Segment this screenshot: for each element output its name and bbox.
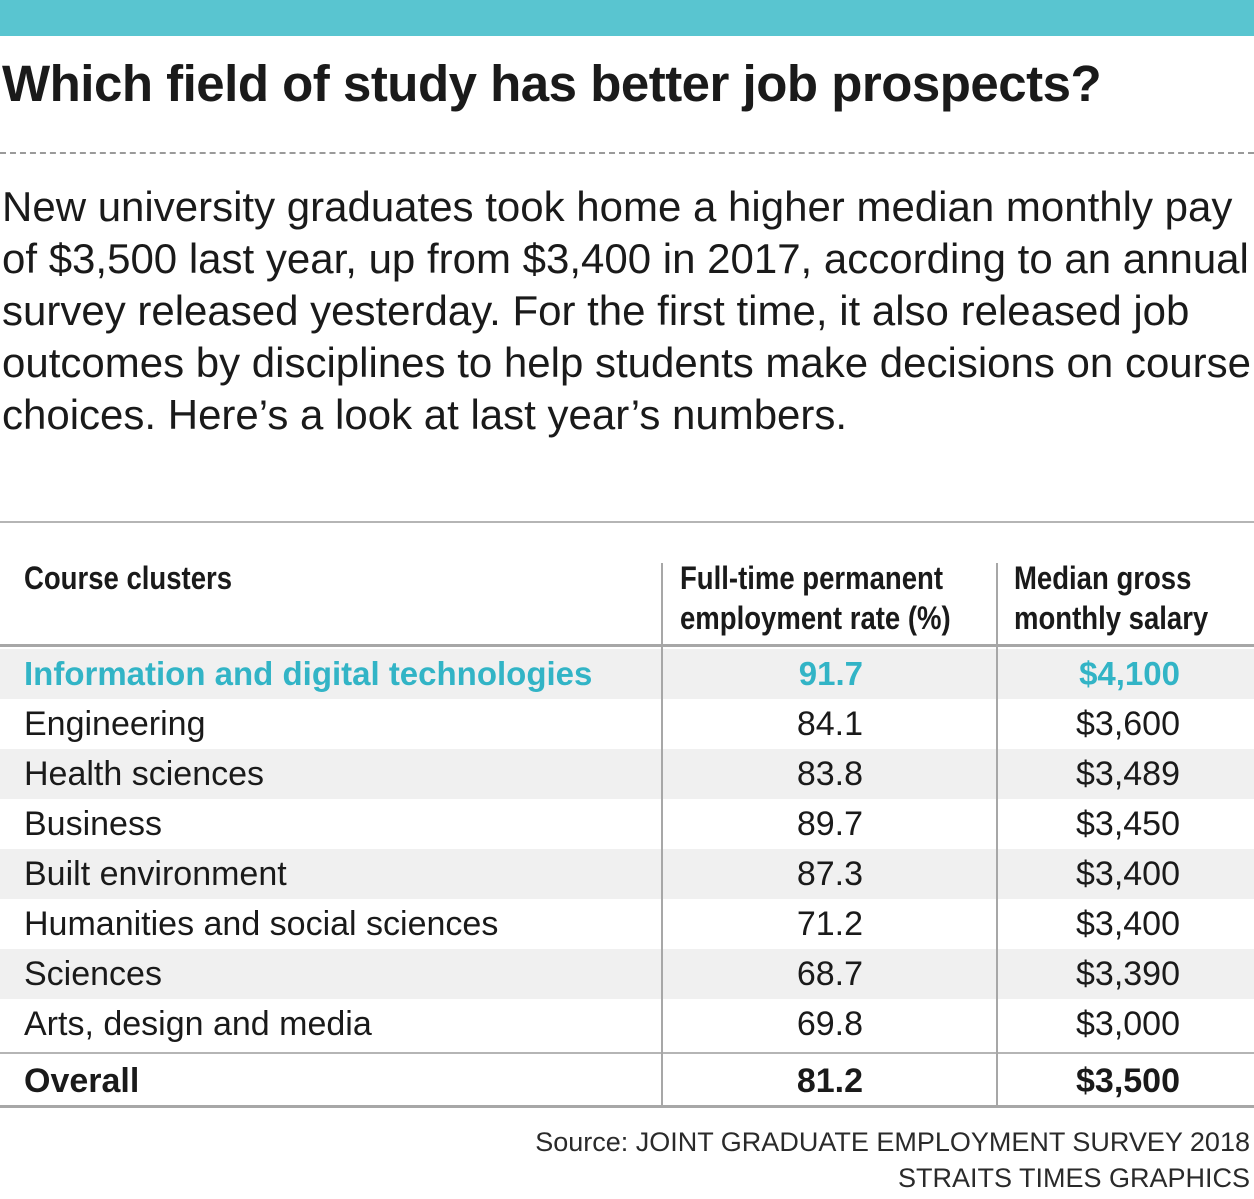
table-row: Health sciences 83.8 $3,489 bbox=[0, 749, 1254, 799]
course-cluster-cell: Sciences bbox=[24, 955, 162, 993]
source-credit: Source: JOINT GRADUATE EMPLOYMENT SURVEY… bbox=[535, 1124, 1250, 1196]
table-row-overall: Overall 81.2 $3,500 bbox=[0, 1056, 1254, 1106]
header-median-salary: Median gross monthly salary bbox=[1014, 558, 1208, 638]
course-cluster-cell: Health sciences bbox=[24, 755, 265, 793]
table-top-rule bbox=[0, 521, 1254, 523]
accent-top-bar bbox=[0, 0, 1254, 36]
employment-rate-cell: 87.3 bbox=[796, 855, 863, 893]
median-salary-cell: $3,489 bbox=[1076, 755, 1180, 793]
table-row: Built environment 87.3 $3,400 bbox=[0, 849, 1254, 899]
course-cluster-cell: Information and digital technologies bbox=[24, 655, 593, 692]
header-median-salary-line1: Median gross bbox=[1014, 560, 1192, 596]
header-course-clusters: Course clusters bbox=[24, 558, 232, 598]
median-salary-cell: $4,100 bbox=[1079, 655, 1180, 692]
table-bottom-rule bbox=[0, 1105, 1254, 1108]
employment-rate-cell: 89.7 bbox=[796, 805, 863, 843]
overall-salary: $3,500 bbox=[1076, 1062, 1180, 1100]
table-header-rule bbox=[0, 644, 1254, 647]
employment-rate-cell: 69.8 bbox=[796, 1005, 863, 1043]
course-cluster-cell: Built environment bbox=[24, 855, 287, 893]
source-line: Source: JOINT GRADUATE EMPLOYMENT SURVEY… bbox=[535, 1127, 1250, 1157]
header-employment-rate-line2: employment rate (%) bbox=[680, 600, 951, 636]
overall-rate: 81.2 bbox=[796, 1062, 863, 1100]
employment-rate-cell: 71.2 bbox=[796, 905, 863, 943]
table-row: Humanities and social sciences 71.2 $3,400 bbox=[0, 899, 1254, 949]
median-salary-cell: $3,390 bbox=[1076, 955, 1180, 993]
course-cluster-cell: Arts, design and media bbox=[24, 1005, 372, 1043]
column-divider-2 bbox=[996, 563, 998, 1105]
employment-rate-cell: 91.7 bbox=[798, 655, 863, 692]
table-row: Engineering 84.1 $3,600 bbox=[0, 699, 1254, 749]
table-row: Information and digital technologies 91.7… bbox=[0, 649, 1254, 699]
chart-title: Which field of study has better job pros… bbox=[2, 55, 1102, 112]
overall-label: Overall bbox=[24, 1062, 140, 1100]
table-row: Sciences 68.7 $3,390 bbox=[0, 949, 1254, 999]
employment-rate-cell: 84.1 bbox=[796, 705, 863, 743]
intro-paragraph: New university graduates took home a hig… bbox=[2, 183, 1252, 438]
header-employment-rate: Full-time permanent employment rate (%) bbox=[680, 558, 951, 638]
median-salary-cell: $3,400 bbox=[1076, 855, 1180, 893]
course-cluster-cell: Business bbox=[24, 805, 162, 843]
table-row: Business 89.7 $3,450 bbox=[0, 799, 1254, 849]
median-salary-cell: $3,450 bbox=[1076, 805, 1180, 843]
employment-rate-cell: 83.8 bbox=[796, 755, 863, 793]
employment-rate-cell: 68.7 bbox=[796, 955, 863, 993]
median-salary-cell: $3,000 bbox=[1076, 1005, 1180, 1043]
course-cluster-cell: Humanities and social sciences bbox=[24, 905, 499, 943]
median-salary-cell: $3,600 bbox=[1076, 705, 1180, 743]
header-median-salary-line2: monthly salary bbox=[1014, 600, 1209, 636]
dashed-divider bbox=[0, 152, 1254, 154]
header-employment-rate-line1: Full-time permanent bbox=[680, 560, 943, 596]
course-cluster-cell: Engineering bbox=[24, 705, 206, 743]
overall-top-rule bbox=[0, 1052, 1254, 1054]
header-course-clusters-text: Course clusters bbox=[24, 560, 233, 596]
column-divider-1 bbox=[661, 563, 663, 1105]
table-row: Arts, design and media 69.8 $3,000 bbox=[0, 999, 1254, 1049]
median-salary-cell: $3,400 bbox=[1076, 905, 1180, 943]
graphics-credit-line: STRAITS TIMES GRAPHICS bbox=[897, 1163, 1250, 1193]
